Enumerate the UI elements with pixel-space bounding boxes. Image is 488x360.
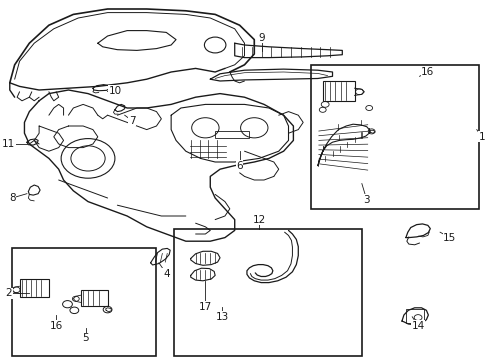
Text: 10: 10	[108, 86, 121, 96]
Text: 11: 11	[2, 139, 16, 149]
Text: 6: 6	[236, 161, 243, 171]
Text: 3: 3	[363, 195, 369, 205]
Text: 14: 14	[410, 321, 424, 331]
Bar	[173, 229, 361, 356]
Bar	[12, 248, 156, 356]
Text: 8: 8	[9, 193, 16, 203]
Text: 2: 2	[5, 288, 12, 298]
Bar	[215, 131, 249, 138]
Bar	[405, 309, 424, 323]
Text: 7: 7	[128, 116, 135, 126]
Text: 4: 4	[163, 269, 169, 279]
Text: 13: 13	[215, 312, 229, 322]
Text: 1: 1	[477, 132, 484, 142]
Bar	[81, 290, 107, 306]
Text: 5: 5	[82, 333, 89, 343]
Text: 12: 12	[252, 215, 265, 225]
Text: 15: 15	[442, 233, 456, 243]
Text: 17: 17	[198, 302, 212, 312]
Bar	[310, 65, 478, 209]
Bar	[322, 81, 354, 101]
Text: 16: 16	[420, 67, 434, 77]
Bar	[20, 279, 49, 297]
Text: 9: 9	[258, 33, 264, 43]
Text: 16: 16	[49, 321, 63, 331]
